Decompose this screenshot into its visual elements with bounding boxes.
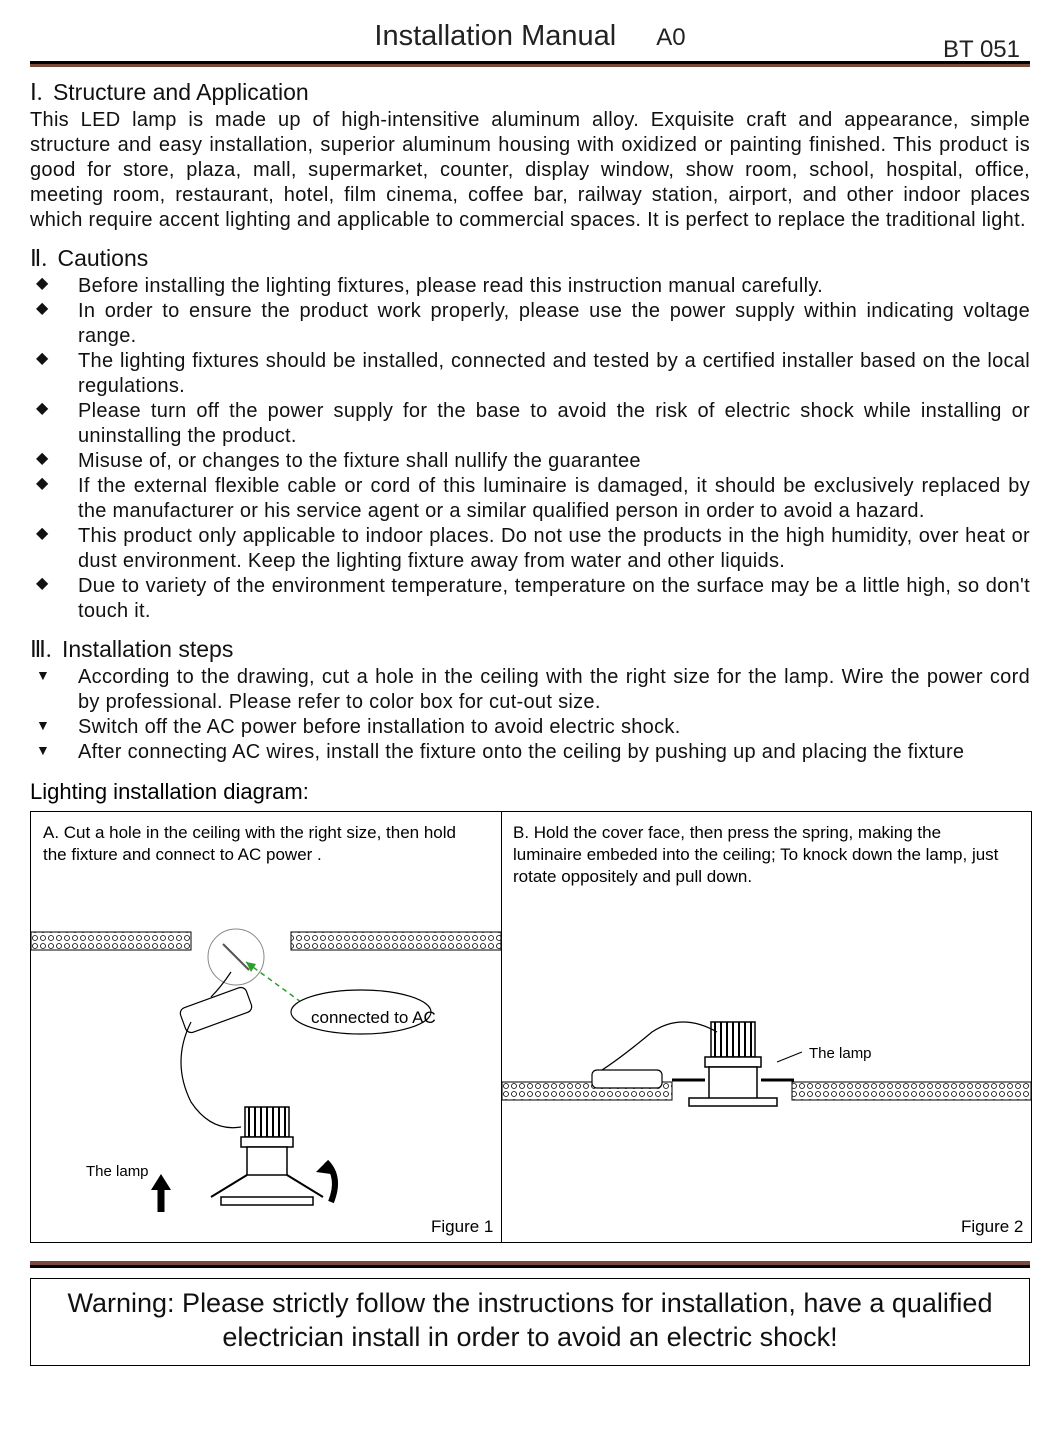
warning-box: Warning: Please strictly follow the inst… — [30, 1278, 1030, 1366]
header: Installation Manual A0 BT 051 — [30, 20, 1030, 61]
step-item: After connecting AC wires, install the f… — [30, 740, 1030, 765]
caution-item: Before installing the lighting fixtures,… — [30, 274, 1030, 299]
caution-item: Misuse of, or changes to the fixture sha… — [30, 449, 1030, 474]
section2-title: Ⅱ. Cautions — [30, 245, 1030, 272]
step-item: According to the drawing, cut a hole in … — [30, 665, 1030, 715]
section2-number: Ⅱ. — [30, 246, 47, 271]
figure2-label: Figure 2 — [961, 1217, 1023, 1237]
cautions-list: Before installing the lighting fixtures,… — [30, 274, 1030, 624]
caution-item: In order to ensure the product work prop… — [30, 299, 1030, 349]
doc-revision: A0 — [656, 24, 685, 52]
panel-b-diagram — [502, 962, 1032, 1222]
caution-item: The lighting fixtures should be installe… — [30, 349, 1030, 399]
caution-item: If the external flexible cable or cord o… — [30, 474, 1030, 524]
lamp-label-a: The lamp — [86, 1162, 149, 1182]
section3-number: Ⅲ. — [30, 637, 52, 662]
steps-list: According to the drawing, cut a hole in … — [30, 665, 1030, 765]
section1-title: Ⅰ. Structure and Application — [30, 79, 1030, 106]
diagram-title: Lighting installation diagram: — [30, 779, 1030, 805]
section3-heading: Installation steps — [62, 636, 233, 662]
top-rule-brown — [30, 64, 1030, 67]
page: Installation Manual A0 BT 051 Ⅰ. Structu… — [0, 0, 1060, 1386]
doc-title: Installation Manual — [374, 20, 616, 53]
section1-number: Ⅰ. — [30, 80, 43, 105]
lamp-label-b: The lamp — [809, 1044, 872, 1064]
panel-a-text: A. Cut a hole in the ceiling with the ri… — [43, 822, 483, 866]
caution-item: Due to variety of the environment temper… — [30, 574, 1030, 624]
section1-body: This LED lamp is made up of high-intensi… — [30, 108, 1030, 233]
figure1-label: Figure 1 — [431, 1217, 493, 1237]
section1-heading: Structure and Application — [53, 79, 309, 105]
section2-heading: Cautions — [57, 245, 148, 271]
bottom-rule-black — [30, 1265, 1030, 1268]
ac-label: connected to AC — [311, 1007, 436, 1029]
diagram-box: A. Cut a hole in the ceiling with the ri… — [30, 811, 1032, 1243]
caution-item: Please turn off the power supply for the… — [30, 399, 1030, 449]
section3-title: Ⅲ. Installation steps — [30, 636, 1030, 663]
panel-b-text: B. Hold the cover face, then press the s… — [513, 822, 1013, 888]
doc-code: BT 051 — [943, 36, 1020, 64]
panel-a-diagram — [31, 902, 501, 1242]
step-item: Switch off the AC power before installat… — [30, 715, 1030, 740]
caution-item: This product only applicable to indoor p… — [30, 524, 1030, 574]
warning-text: Warning: Please strictly follow the inst… — [41, 1287, 1019, 1355]
